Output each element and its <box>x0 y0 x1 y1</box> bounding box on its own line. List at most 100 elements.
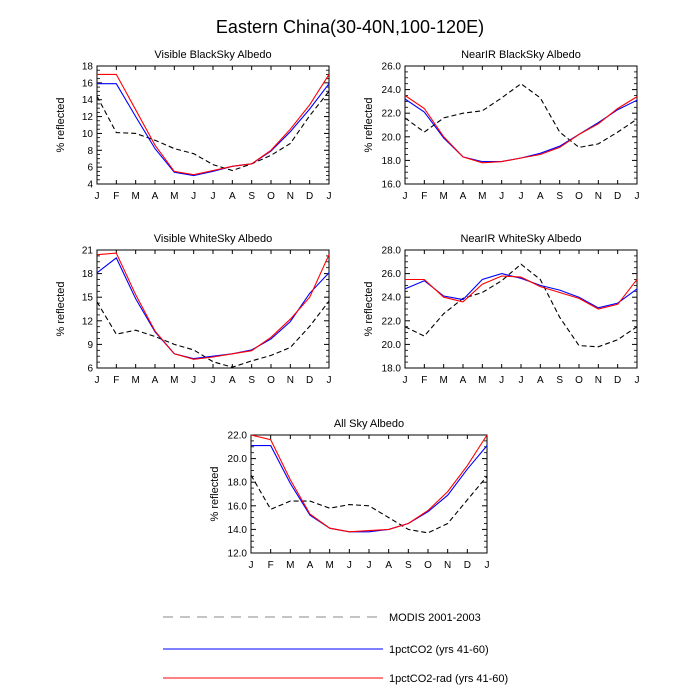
x-tick-label: A <box>460 375 467 386</box>
legend-label: 1pctCO2 (yrs 41-60) <box>389 644 489 656</box>
x-tick-label: N <box>287 375 294 386</box>
y-tick-label: 18.0 <box>228 478 248 489</box>
x-tick-label: J <box>95 191 100 202</box>
y-axis-label: % reflected <box>209 466 221 521</box>
series-line-1pctco2-yrs-41-60 <box>97 83 330 177</box>
x-tick-label: J <box>347 560 352 571</box>
x-tick-label: J <box>635 375 640 386</box>
y-tick-label: 26.0 <box>382 269 402 280</box>
x-tick-label: A <box>537 191 544 202</box>
x-tick-label: D <box>306 375 313 386</box>
y-axis-label: % reflected <box>55 97 67 152</box>
y-tick-label: 20.0 <box>382 132 402 143</box>
x-tick-label: S <box>248 191 255 202</box>
x-tick-label: M <box>286 560 294 571</box>
x-tick-label: S <box>248 375 255 386</box>
x-tick-label: O <box>424 560 432 571</box>
x-tick-label: S <box>556 191 563 202</box>
x-tick-label: F <box>421 191 427 202</box>
x-tick-label: F <box>113 375 119 386</box>
x-tick-label: N <box>444 560 451 571</box>
y-tick-label: 12.0 <box>228 549 248 560</box>
series-line-1pctco2-rad-yrs-41-60 <box>96 252 330 360</box>
legend-label: 1pctCO2-rad (yrs 41-60) <box>389 673 508 685</box>
series-line-1pctco2-rad-yrs-41-60 <box>250 434 488 533</box>
x-tick-label: D <box>464 560 471 571</box>
y-tick-label: 18 <box>82 269 94 280</box>
x-tick-label: J <box>499 191 504 202</box>
x-tick-label: D <box>306 191 313 202</box>
y-tick-label: 21 <box>82 246 94 257</box>
figure-title: Eastern China(30-40N,100-120E) <box>216 17 484 37</box>
x-tick-label: J <box>327 191 332 202</box>
legend-entry-1pctco2-rad-yrs-41-60: 1pctCO2-rad (yrs 41-60) <box>163 673 508 685</box>
series-line-modis-2001-2003 <box>404 263 638 348</box>
legend: MODIS 2001-2003 1pctCO2 (yrs 41-60) 1pctCO… <box>163 612 508 685</box>
x-tick-label: J <box>95 375 100 386</box>
x-tick-label: O <box>575 191 583 202</box>
x-tick-label: M <box>325 560 333 571</box>
x-tick-label: A <box>152 375 159 386</box>
x-tick-label: F <box>113 191 119 202</box>
y-axis-label: % reflected <box>363 281 375 336</box>
x-tick-label: J <box>485 560 490 571</box>
x-tick-label: J <box>191 191 196 202</box>
y-tick-label: 22.0 <box>382 316 402 327</box>
y-tick-label: 16.0 <box>382 180 402 191</box>
y-axis-label: % reflected <box>363 97 375 152</box>
x-tick-label: J <box>191 375 196 386</box>
x-tick-label: D <box>614 191 621 202</box>
x-tick-label: A <box>307 560 314 571</box>
x-tick-label: M <box>439 191 447 202</box>
x-tick-label: M <box>131 191 139 202</box>
plot-frame <box>404 249 638 369</box>
y-tick-label: 16 <box>82 78 94 89</box>
x-tick-label: N <box>595 375 602 386</box>
y-tick-label: 9 <box>87 340 93 351</box>
x-tick-label: N <box>595 191 602 202</box>
series-line-modis-2001-2003 <box>96 90 330 172</box>
y-tick-label: 12 <box>82 316 94 327</box>
x-tick-label: J <box>519 191 524 202</box>
x-tick-label: J <box>211 375 216 386</box>
x-tick-label: M <box>131 375 139 386</box>
x-tick-label: A <box>229 191 236 202</box>
y-tick-label: 18.0 <box>382 364 402 375</box>
x-tick-label: O <box>267 375 275 386</box>
x-tick-label: M <box>439 375 447 386</box>
x-tick-label: F <box>421 375 427 386</box>
series-line-1pctco2-rad-yrs-41-60 <box>97 73 330 176</box>
y-tick-label: 12 <box>82 112 94 123</box>
series-line-1pctco2-yrs-41-60 <box>96 257 330 360</box>
x-tick-label: F <box>268 560 274 571</box>
y-tick-label: 24.0 <box>382 85 402 96</box>
y-tick-label: 28.0 <box>382 246 402 257</box>
y-tick-label: 14 <box>82 95 94 106</box>
x-tick-label: S <box>556 375 563 386</box>
series-line-1pctco2-rad-yrs-41-60 <box>404 95 638 164</box>
x-tick-label: O <box>575 375 583 386</box>
x-tick-label: M <box>478 375 486 386</box>
x-tick-label: A <box>537 375 544 386</box>
panel-title: All Sky Albedo <box>334 418 404 430</box>
y-tick-label: 6 <box>87 163 93 174</box>
x-tick-label: O <box>267 191 275 202</box>
y-tick-label: 15 <box>82 293 94 304</box>
x-tick-label: J <box>367 560 372 571</box>
series-line-modis-2001-2003 <box>96 300 330 368</box>
y-tick-label: 22.0 <box>228 431 248 442</box>
y-tick-label: 20.0 <box>382 340 402 351</box>
x-tick-label: J <box>211 191 216 202</box>
x-tick-label: A <box>229 375 236 386</box>
plot-frame <box>404 65 638 185</box>
y-axis-label: % reflected <box>55 281 67 336</box>
y-tick-label: 4 <box>87 180 93 191</box>
x-tick-label: A <box>460 191 467 202</box>
series-line-modis-2001-2003 <box>404 83 638 148</box>
